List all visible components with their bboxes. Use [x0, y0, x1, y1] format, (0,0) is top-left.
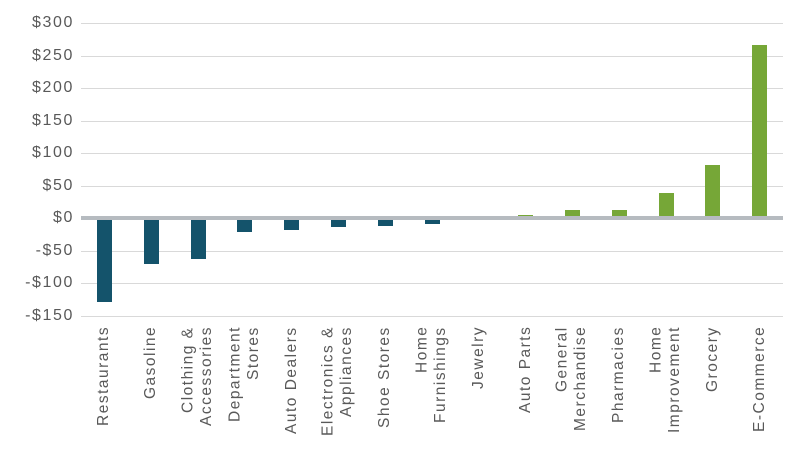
x-label-shoe-stores: Shoe Stores: [375, 326, 393, 428]
x-label-gasoline: Gasoline: [141, 326, 159, 400]
gridline-150: [81, 121, 783, 122]
gridline--100: [81, 283, 783, 284]
zero-axis-line: [81, 216, 783, 220]
y-tick-label--150: -$150: [25, 307, 74, 324]
y-tick-label-50: $50: [42, 177, 74, 194]
x-label-general-merchandise: General Merchandise: [553, 326, 590, 432]
x-label-department-stores: Department Stores: [226, 326, 263, 422]
gridline-300: [81, 23, 783, 24]
gridline--50: [81, 251, 783, 252]
y-tick-label--100: -$100: [25, 274, 74, 291]
x-label-e-commerce: E-Commerce: [750, 326, 768, 433]
bar-shoe-stores: [378, 218, 393, 226]
bar-home-furnishings: [425, 218, 440, 224]
gridline-100: [81, 153, 783, 154]
bar-department-stores: [237, 218, 252, 232]
bar-pharmacies: [612, 210, 627, 218]
bar-gasoline: [144, 218, 159, 264]
bar-home-improvement: [659, 193, 674, 218]
bar-clothing-accessories: [191, 218, 206, 259]
gridline--150: [81, 316, 783, 317]
bar-grocery: [705, 165, 720, 218]
gridline-50: [81, 186, 783, 187]
bar-electronics-appliances: [331, 218, 346, 227]
x-label-restaurants: Restaurants: [94, 326, 112, 427]
x-label-electronics-appliances: Electronics & Appliances: [319, 326, 356, 436]
bar-e-commerce: [752, 45, 767, 218]
bar-auto-dealers: [284, 218, 299, 230]
y-tick-label-0: $0: [53, 209, 74, 226]
gridline-250: [81, 56, 783, 57]
y-tick-label-100: $100: [32, 144, 74, 161]
x-label-home-improvement: Home Improvement: [647, 326, 684, 433]
y-tick-label-150: $150: [32, 112, 74, 129]
x-label-pharmacies: Pharmacies: [609, 326, 627, 423]
x-label-clothing-accessories: Clothing & Accessories: [179, 326, 216, 427]
x-label-jewelry: Jewelry: [469, 326, 487, 390]
y-tick-label-200: $200: [32, 79, 74, 96]
x-label-auto-dealers: Auto Dealers: [282, 326, 300, 434]
bar-restaurants: [97, 218, 112, 302]
y-tick-label-300: $300: [32, 14, 74, 31]
y-tick-label--50: -$50: [35, 242, 74, 259]
gridline-200: [81, 88, 783, 89]
y-tick-label-250: $250: [32, 47, 74, 64]
x-label-grocery: Grocery: [703, 326, 721, 392]
x-label-auto-parts: Auto Parts: [516, 326, 534, 414]
bar-general-merchandise: [565, 210, 580, 218]
x-label-home-furnishings: Home Furnishings: [413, 326, 450, 423]
